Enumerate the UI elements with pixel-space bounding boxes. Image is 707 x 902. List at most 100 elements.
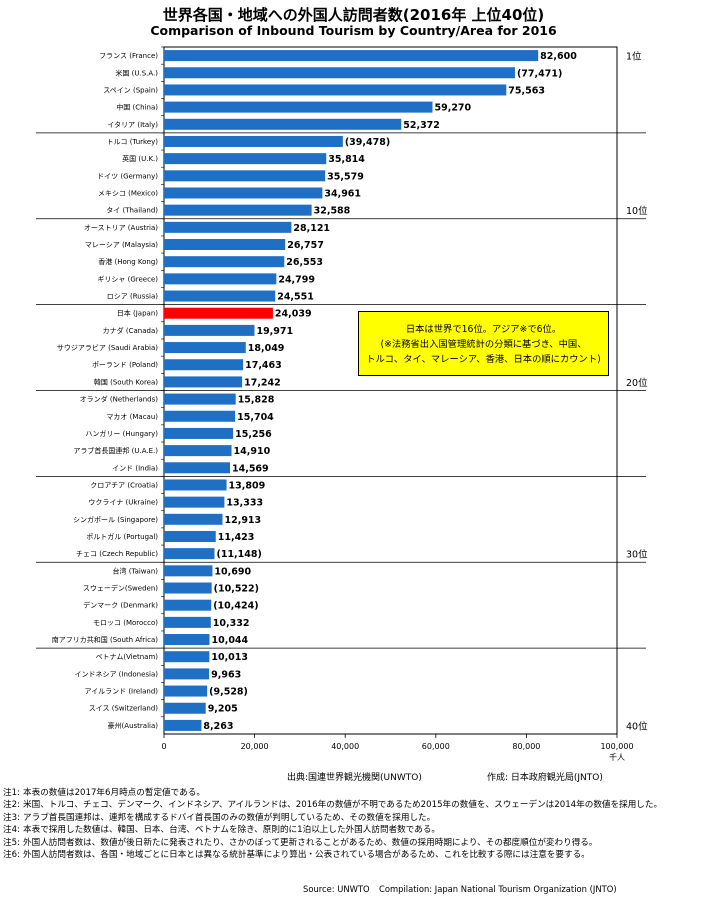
category-label: スイス (Switzerland) bbox=[89, 705, 159, 713]
category-label: デンマーク (Denmark) bbox=[83, 601, 158, 610]
category-label: アラブ首長国連邦 (U.A.E.) bbox=[73, 446, 158, 455]
japan-callout: 日本は世界で16位。アジア※で6位。 (※法務省出入国管理統計の分類に基づき、中… bbox=[358, 311, 609, 376]
rank-label: 40位 bbox=[626, 720, 648, 732]
chart-subtitle: Comparison of Inbound Tourism by Country… bbox=[150, 23, 557, 38]
note-label: 注5: bbox=[3, 837, 20, 848]
value-label: 10,044 bbox=[211, 635, 248, 646]
value-label: 24,551 bbox=[277, 292, 314, 303]
x-tick-label: 100,000 bbox=[600, 742, 633, 751]
value-label: (10,522) bbox=[214, 584, 259, 595]
value-label: 13,333 bbox=[226, 498, 263, 509]
category-label: ロシア (Russia) bbox=[107, 293, 158, 301]
category-label: ポルトガル (Portugal) bbox=[86, 532, 158, 541]
rank-label: 30位 bbox=[626, 549, 648, 561]
note-label: 注3: bbox=[3, 812, 20, 823]
category-label: オランダ (Netherlands) bbox=[80, 395, 159, 404]
bar bbox=[164, 187, 323, 199]
x-tick-label: 80,000 bbox=[512, 742, 540, 751]
value-label: 17,242 bbox=[244, 377, 281, 388]
compilation-ja: 作成: 日本政府観光局(JNTO) bbox=[487, 773, 603, 783]
note-label: 注1: bbox=[3, 788, 20, 798]
bar bbox=[164, 135, 343, 147]
x-tick-label: 0 bbox=[161, 742, 166, 751]
value-label: 15,704 bbox=[237, 412, 274, 423]
bar bbox=[164, 221, 292, 233]
category-label: 韓国 (South Korea) bbox=[94, 377, 158, 386]
bar bbox=[164, 427, 234, 439]
bar bbox=[164, 616, 211, 628]
value-label: 26,553 bbox=[286, 257, 323, 268]
bar bbox=[164, 376, 243, 388]
callout-line-3: トルコ、タイ、マレーシア、香港、日本の順にカウント) bbox=[366, 354, 601, 365]
value-label: (11,148) bbox=[217, 549, 262, 560]
value-label: 14,569 bbox=[232, 463, 269, 474]
value-label: 28,121 bbox=[293, 223, 330, 234]
bar bbox=[164, 393, 236, 405]
bar bbox=[164, 685, 208, 697]
value-label: 15,828 bbox=[238, 395, 275, 406]
value-label: 13,809 bbox=[229, 480, 266, 491]
note-text: 本表の数値は2017年6月時点の暫定値である。 bbox=[23, 788, 205, 798]
value-label: 14,910 bbox=[234, 446, 271, 457]
category-label: ウクライナ (Ukraine) bbox=[88, 499, 158, 507]
value-label: 19,971 bbox=[256, 326, 293, 337]
bar bbox=[164, 118, 402, 130]
bar bbox=[164, 67, 515, 79]
value-label: 15,256 bbox=[235, 429, 272, 440]
category-label: シンガポール (Singapore) bbox=[73, 515, 158, 524]
category-label: インド (India) bbox=[112, 464, 158, 472]
category-label: クロアチア (Croatia) bbox=[90, 481, 158, 489]
category-label: メキシコ (Mexico) bbox=[98, 189, 158, 197]
value-label: 10,332 bbox=[213, 618, 250, 629]
bar bbox=[164, 530, 216, 542]
value-label: 26,757 bbox=[287, 240, 324, 251]
value-label: 18,049 bbox=[248, 343, 285, 354]
note-label: 注6: bbox=[3, 850, 20, 861]
category-label: 日本 (Japan) bbox=[117, 309, 158, 318]
note-4: 注4: 本表で採用した数値は、韓国、日本、台湾、ベトナムを除き、原則的に1泊以上し… bbox=[3, 824, 703, 836]
note-text: 米国、トルコ、チェコ、デンマーク、インドネシア、アイルランドは、2016年の数値… bbox=[23, 800, 663, 811]
bar bbox=[164, 273, 277, 285]
bar bbox=[164, 239, 286, 251]
note-1: 注1: 本表の数値は2017年6月時点の暫定値である。 bbox=[3, 787, 703, 799]
value-label: 10,013 bbox=[211, 652, 248, 663]
value-label: 59,270 bbox=[434, 103, 471, 114]
bar-chart: フランス (France) 82,600 米国 (U.S.A.) (77,471) スペ… bbox=[36, 46, 648, 762]
category-label: 米国 (U.S.A.) bbox=[115, 68, 158, 77]
value-label: 12,913 bbox=[224, 515, 261, 526]
category-label: イタリア (Italy) bbox=[107, 120, 158, 129]
value-label: 32,588 bbox=[314, 206, 351, 217]
rank-label: 10位 bbox=[626, 205, 648, 217]
note-text: 外国人訪問者数は、各国・地域ごとに日本とは異なる統計基準により算出・公表されてい… bbox=[23, 850, 590, 861]
value-label: 35,579 bbox=[327, 171, 364, 182]
x-tick-label: 40,000 bbox=[331, 742, 359, 751]
value-label: 82,600 bbox=[540, 51, 577, 62]
bar bbox=[164, 634, 210, 646]
bar bbox=[164, 479, 227, 491]
category-label: ポーランド (Poland) bbox=[92, 361, 158, 369]
value-label: 17,463 bbox=[245, 360, 282, 371]
bar bbox=[164, 324, 255, 336]
bar bbox=[164, 290, 276, 302]
bar bbox=[164, 582, 212, 594]
category-label: トルコ (Turkey) bbox=[107, 138, 159, 146]
note-2: 注2: 米国、トルコ、チェコ、デンマーク、インドネシア、アイルランドは、2016年… bbox=[3, 799, 703, 811]
bar bbox=[164, 101, 433, 113]
category-label: 英国 (U.K.) bbox=[122, 154, 158, 163]
value-label: (77,471) bbox=[517, 68, 562, 79]
category-label: 豪州(Australia) bbox=[108, 721, 159, 730]
category-label: 中国 (China) bbox=[116, 103, 158, 112]
value-label: 34,961 bbox=[324, 188, 361, 199]
category-label: スペイン (Spain) bbox=[103, 86, 158, 94]
category-label: マレーシア (Malaysia) bbox=[85, 241, 158, 249]
rank-label: 20位 bbox=[626, 377, 648, 389]
bar bbox=[164, 548, 215, 560]
note-label: 注2: bbox=[3, 800, 20, 811]
x-tick-label: 20,000 bbox=[241, 742, 269, 751]
chart-title: 世界各国・地域への外国人訪問者数(2016年 上位40位) bbox=[162, 6, 545, 24]
category-label: スウェーデン(Sweden) bbox=[83, 584, 158, 593]
bar bbox=[164, 599, 212, 611]
compilation-en: Compilation: Japan National Tourism Orga… bbox=[379, 884, 617, 894]
note-3: 注3: アラブ首長国連邦は、連邦を構成するドバイ首長国のみの数値が判明しているため… bbox=[3, 812, 703, 824]
bar bbox=[164, 702, 206, 714]
